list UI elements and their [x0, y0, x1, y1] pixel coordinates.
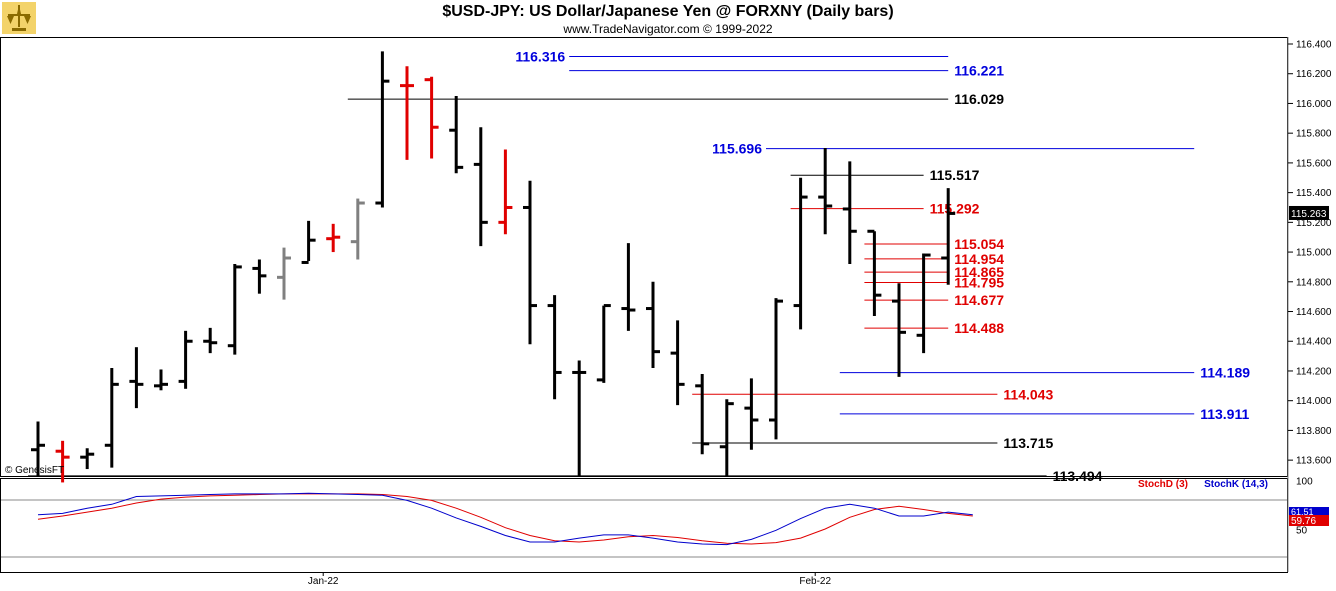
level-label: 116.221 [954, 63, 1004, 79]
level-label: 114.189 [1200, 365, 1250, 381]
ohlc-bar [227, 263, 242, 355]
y-tick-label: 115.800 [1296, 129, 1332, 140]
price-axis: 116.400 116.200 116.000 115.800 115.600 115.4… [1288, 40, 1332, 467]
ohlc-bar [941, 188, 956, 285]
ohlc-bar [203, 327, 218, 354]
ohlc-bar [769, 298, 783, 440]
stoch-legend-d: StochD (3) [1138, 479, 1188, 490]
ohlc-bar [572, 360, 587, 477]
ohlc-bar [695, 373, 710, 455]
y-tick-label: 113.800 [1296, 426, 1332, 437]
chart-subtitle: www.TradeNavigator.com © 1999-2022 [563, 22, 773, 36]
price-bars [31, 51, 956, 483]
level-label: 116.316 [515, 48, 565, 64]
level-label: 114.677 [954, 292, 1004, 308]
level-label: 114.865 [954, 264, 1004, 280]
level-label: 114.488 [954, 320, 1004, 336]
ohlc-bar [31, 421, 45, 477]
stoch-line-k [37, 492, 973, 546]
ohlc-bar [80, 448, 95, 470]
chart-header: $USD-JPY: US Dollar/Japanese Yen @ FORXN… [0, 0, 1336, 36]
ohlc-bar [547, 295, 562, 400]
ohlc-bar [719, 399, 734, 477]
ohlc-bar [744, 378, 759, 450]
last-price-label: 115.263 [1291, 209, 1327, 220]
level-label: 115.517 [930, 167, 980, 183]
stoch-k-readout: 61.51 [1291, 507, 1314, 517]
y-tick-label: 116.000 [1296, 99, 1332, 110]
ohlc-bar [252, 259, 267, 294]
ohlc-bar [818, 148, 833, 235]
stoch-d-readout: 59.76 [1291, 516, 1316, 527]
x-tick-label: Jan-22 [308, 576, 339, 587]
y-tick-label: 114.000 [1296, 396, 1332, 407]
chart-frame [0, 37, 1289, 573]
stoch-tick-label: 100 [1296, 477, 1313, 488]
ohlc-bar [129, 347, 144, 409]
ohlc-bar [178, 330, 193, 389]
ohlc-bar [424, 76, 439, 159]
stoch-line-d [37, 493, 973, 545]
ohlc-bar [867, 229, 882, 316]
last-price-box [1289, 205, 1329, 220]
y-tick-label: 115.000 [1296, 248, 1332, 259]
date-axis: Jan-22 Feb-22 [308, 572, 831, 587]
level-label: 115.292 [930, 201, 980, 217]
level-label: 115.054 [954, 236, 1004, 252]
level-label: 114.795 [954, 275, 1004, 291]
ohlc-bar [596, 304, 611, 383]
x-tick-label: Feb-22 [799, 576, 831, 587]
y-tick-label: 114.600 [1296, 307, 1332, 318]
y-tick-label: 115.200 [1296, 218, 1332, 229]
level-label: 115.696 [712, 141, 762, 157]
ohlc-bar [154, 369, 168, 391]
y-tick-label: 115.400 [1296, 188, 1332, 199]
y-tick-label: 116.400 [1296, 40, 1332, 51]
level-label: 116.029 [954, 91, 1004, 107]
level-label: 113.911 [1200, 406, 1249, 422]
ohlc-bar [842, 161, 857, 264]
stoch-plot-border [0, 478, 1288, 573]
y-tick-label: 114.200 [1296, 366, 1332, 377]
y-tick-label: 116.200 [1296, 69, 1332, 80]
ohlc-bar [449, 96, 464, 174]
ohlc-bar [646, 281, 660, 368]
ohlc-bar [670, 320, 685, 406]
level-label: 113.715 [1003, 435, 1053, 451]
ohlc-bar [277, 247, 291, 300]
main-plot-border [0, 37, 1288, 477]
ohlc-bar [892, 283, 906, 377]
ohlc-bar [621, 243, 636, 331]
watermark-text: © GenesisFT [5, 465, 64, 476]
y-tick-label: 113.600 [1296, 456, 1332, 467]
level-label: 113.494 [1053, 468, 1103, 484]
ohlc-bar [55, 440, 70, 483]
ohlc-bar [326, 223, 341, 253]
ohlc-bar [793, 177, 808, 330]
ohlc-bar [916, 253, 931, 354]
ohlc-bar [473, 127, 488, 247]
chart-title: $USD-JPY: US Dollar/Japanese Yen @ FORXN… [442, 3, 894, 20]
ohlc-bar [498, 149, 513, 235]
ohlc-bar [400, 66, 414, 160]
stoch-d-readout-box [1289, 515, 1329, 526]
y-tick-label: 115.600 [1296, 158, 1332, 169]
ohlc-bar [301, 220, 316, 264]
ohlc-bar [523, 180, 537, 345]
level-label: 114.043 [1003, 386, 1053, 402]
y-tick-label: 114.400 [1296, 337, 1332, 348]
level-label: 114.954 [954, 251, 1004, 267]
ohlc-bar [375, 51, 390, 208]
ohlc-bar [104, 367, 119, 468]
price-levels: 116.316 116.221 116.029 115.696 115.517 115.2… [28, 48, 1250, 484]
y-tick-label: 114.800 [1296, 277, 1332, 288]
stoch-tick-label: 50 [1296, 526, 1308, 537]
stoch-legend-k: StochK (14,3) [1204, 479, 1268, 490]
stoch-k-readout-box [1289, 507, 1329, 516]
ohlc-bar [350, 198, 365, 260]
genesis-logo-icon [2, 2, 36, 34]
